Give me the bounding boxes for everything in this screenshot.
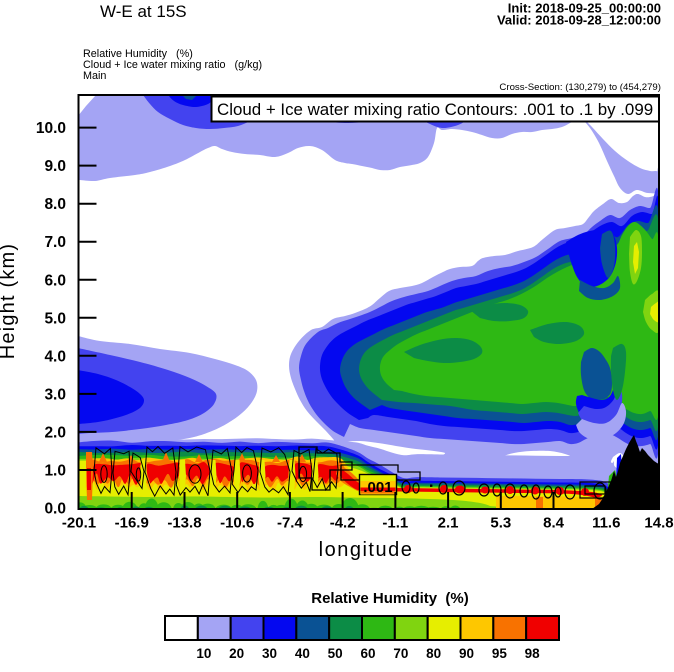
svg-text:6.0: 6.0 bbox=[44, 272, 66, 289]
svg-text:.001: .001 bbox=[363, 479, 392, 496]
svg-text:-13.8: -13.8 bbox=[167, 515, 201, 532]
svg-text:40: 40 bbox=[295, 646, 310, 661]
svg-text:70: 70 bbox=[393, 646, 408, 661]
svg-text:2.0: 2.0 bbox=[44, 424, 66, 441]
svg-text:80: 80 bbox=[426, 646, 441, 661]
svg-text:Cloud + Ice water mixing ratio: Cloud + Ice water mixing ratio (g/kg) bbox=[83, 59, 262, 71]
svg-text:-4.2: -4.2 bbox=[330, 515, 356, 532]
svg-text:-10.6: -10.6 bbox=[220, 515, 254, 532]
svg-text:4.0: 4.0 bbox=[44, 348, 66, 365]
svg-text:0.0: 0.0 bbox=[44, 501, 66, 518]
svg-text:Cloud + Ice water mixing ratio: Cloud + Ice water mixing ratio Contours:… bbox=[217, 100, 653, 119]
svg-text:Cross-Section: (130,279) to (4: Cross-Section: (130,279) to (454,279) bbox=[499, 82, 661, 93]
svg-text:5.3: 5.3 bbox=[490, 515, 511, 532]
svg-text:Relative Humidity (%): Relative Humidity (%) bbox=[83, 48, 193, 60]
svg-text:Relative Humidity (%): Relative Humidity (%) bbox=[311, 590, 469, 607]
svg-text:98: 98 bbox=[525, 646, 541, 661]
svg-text:Valid: 2018-09-28_12:00:00: Valid: 2018-09-28_12:00:00 bbox=[497, 13, 661, 28]
svg-text:-1.1: -1.1 bbox=[382, 515, 408, 532]
svg-text:longitude: longitude bbox=[319, 539, 414, 561]
svg-text:9.0: 9.0 bbox=[44, 158, 66, 175]
svg-text:5.0: 5.0 bbox=[44, 310, 66, 327]
svg-text:50: 50 bbox=[328, 646, 343, 661]
svg-text:Height (km): Height (km) bbox=[0, 243, 19, 360]
svg-text:2.1: 2.1 bbox=[438, 515, 459, 532]
svg-text:20: 20 bbox=[229, 646, 244, 661]
svg-text:90: 90 bbox=[459, 646, 474, 661]
svg-text:3.0: 3.0 bbox=[44, 386, 66, 403]
svg-text:7.0: 7.0 bbox=[44, 234, 66, 251]
svg-text:14.8: 14.8 bbox=[644, 515, 673, 532]
svg-text:-16.9: -16.9 bbox=[115, 515, 149, 532]
svg-text:W-E at 15S: W-E at 15S bbox=[100, 2, 187, 21]
svg-text:Main: Main bbox=[83, 70, 106, 82]
svg-text:30: 30 bbox=[262, 646, 277, 661]
svg-text:1.0: 1.0 bbox=[44, 462, 66, 479]
svg-text:10.0: 10.0 bbox=[36, 120, 66, 137]
svg-text:95: 95 bbox=[492, 646, 508, 661]
svg-text:-7.4: -7.4 bbox=[277, 515, 304, 532]
svg-text:11.6: 11.6 bbox=[592, 515, 620, 532]
svg-text:10: 10 bbox=[196, 646, 211, 661]
svg-text:8.4: 8.4 bbox=[543, 515, 565, 532]
svg-text:60: 60 bbox=[360, 646, 375, 661]
svg-text:Init: 2018-09-25_00:00:00: Init: 2018-09-25_00:00:00 bbox=[508, 1, 661, 16]
svg-text:8.0: 8.0 bbox=[44, 196, 66, 213]
svg-text:-20.1: -20.1 bbox=[62, 515, 96, 532]
